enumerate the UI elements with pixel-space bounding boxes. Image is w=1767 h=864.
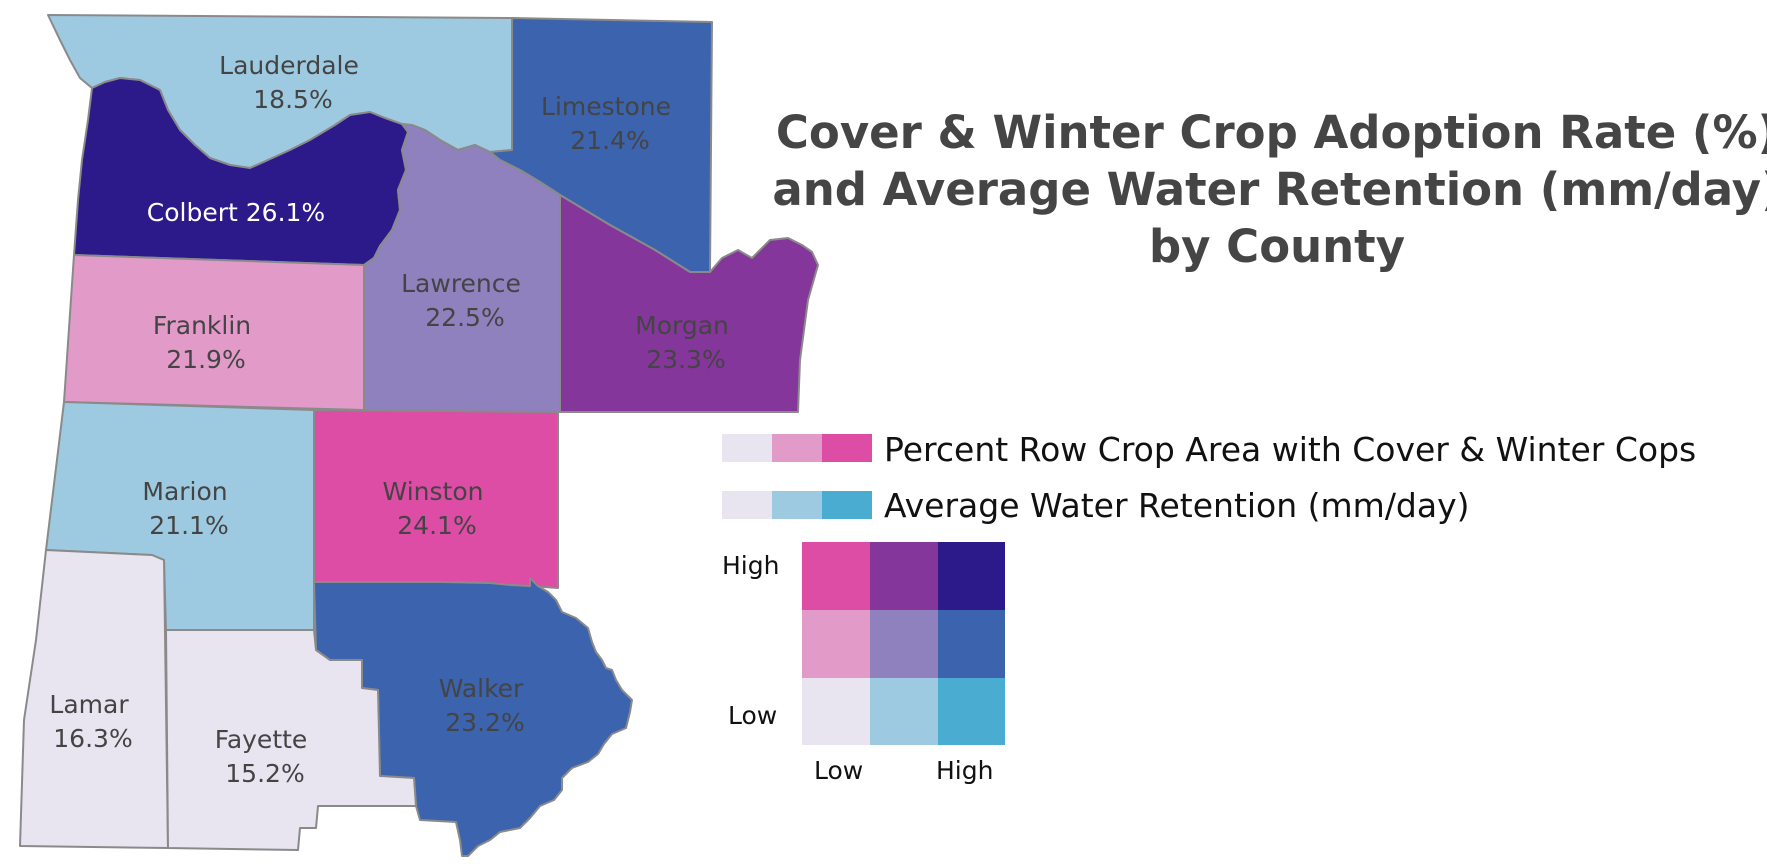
label-walker: Walker 23.2% — [439, 674, 532, 737]
label-marion: Marion 21.1% — [142, 477, 235, 540]
county-labels: Lauderdale 18.5% Limestone 21.4% Colbert… — [49, 51, 737, 788]
grid-cell-low-mid — [870, 678, 938, 745]
title-line-3: by County — [1149, 220, 1405, 273]
legend: Percent Row Crop Area with Cover & Winte… — [722, 430, 1696, 785]
legend-crop-swatch-high — [822, 434, 872, 462]
label-morgan: Morgan 23.3% — [635, 311, 737, 374]
county-lawrence[interactable] — [363, 123, 561, 413]
label-lawrence: Lawrence 22.5% — [401, 269, 529, 332]
county-morgan[interactable] — [559, 194, 819, 413]
grid-cell-low-high — [938, 678, 1005, 745]
label-winston: Winston 24.1% — [383, 477, 492, 540]
legend-bivariate-grid — [802, 542, 1005, 745]
legend-water-swatch-mid — [772, 491, 822, 519]
legend-x-low: Low — [814, 756, 863, 785]
grid-cell-high-low — [802, 542, 870, 610]
grid-cell-low-low — [802, 678, 870, 745]
label-colbert: Colbert 26.1% — [147, 198, 325, 227]
county-layer — [19, 14, 819, 857]
title-line-2: and Average Water Retention (mm/day) — [772, 163, 1767, 216]
legend-crop-swatch-mid — [772, 434, 822, 462]
legend-water-swatch-low — [722, 491, 772, 519]
grid-cell-mid-low — [802, 610, 870, 678]
label-lauderdale: Lauderdale 18.5% — [219, 51, 367, 114]
legend-y-high: High — [722, 551, 779, 580]
label-limestone: Limestone 21.4% — [541, 92, 679, 155]
grid-cell-mid-high — [938, 610, 1005, 678]
legend-y-low: Low — [728, 701, 777, 730]
county-lamar[interactable] — [19, 549, 169, 849]
county-fayette[interactable] — [165, 629, 417, 851]
legend-crop-swatch-low — [722, 434, 772, 462]
grid-cell-mid-mid — [870, 610, 938, 678]
legend-x-high: High — [936, 756, 993, 785]
label-fayette: Fayette 15.2% — [215, 725, 316, 788]
label-franklin: Franklin 21.9% — [153, 311, 259, 374]
title-line-1: Cover & Winter Crop Adoption Rate (%) — [776, 106, 1767, 159]
grid-cell-high-mid — [870, 542, 938, 610]
legend-crop-label: Percent Row Crop Area with Cover & Winte… — [884, 430, 1696, 469]
grid-cell-high-high — [938, 542, 1005, 610]
map-title: Cover & Winter Crop Adoption Rate (%) an… — [772, 106, 1767, 273]
legend-water-label: Average Water Retention (mm/day) — [884, 486, 1470, 525]
legend-water-row: Average Water Retention (mm/day) — [722, 486, 1470, 525]
legend-water-swatch-high — [822, 491, 872, 519]
legend-crop-row: Percent Row Crop Area with Cover & Winte… — [722, 430, 1696, 469]
county-walker[interactable] — [313, 577, 633, 857]
label-lamar: Lamar 16.3% — [49, 690, 136, 753]
